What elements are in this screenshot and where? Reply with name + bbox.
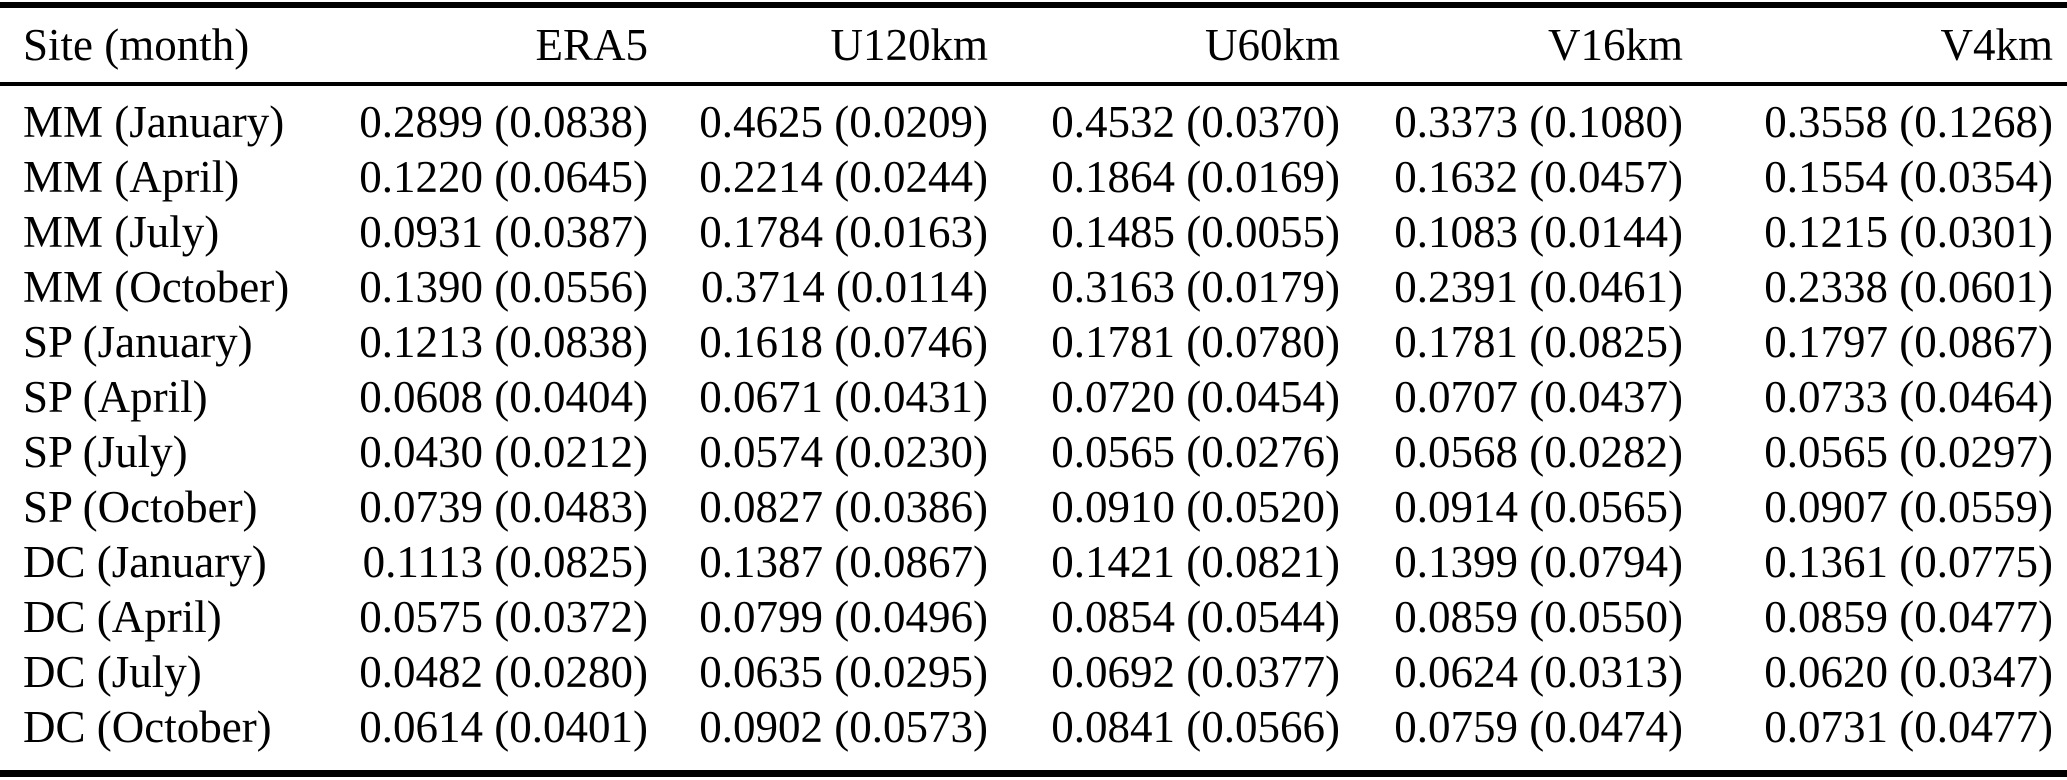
table-row: SP (July) 0.0430 (0.0212) 0.0574 (0.0230) 0… — [0, 424, 2067, 479]
table-cell: 0.0575 (0.0372) — [359, 591, 648, 642]
table-row: DC (January) 0.1113 (0.0825) 0.1387 (0.086… — [0, 534, 2067, 589]
table-cell: 0.2338 (0.0601) — [1764, 261, 2053, 312]
table-cell: 0.3163 (0.0179) — [1051, 261, 1340, 312]
table-cell: 0.1784 (0.0163) — [699, 206, 988, 257]
row-label: MM (July) — [23, 206, 220, 257]
table-row: MM (April) 0.1220 (0.0645) 0.2214 (0.0244)… — [0, 149, 2067, 204]
table-cell: 0.0854 (0.0544) — [1051, 591, 1340, 642]
table-cell: 0.0859 (0.0477) — [1764, 591, 2053, 642]
table-cell: 0.1213 (0.0838) — [359, 316, 648, 367]
table-cell: 0.1083 (0.0144) — [1394, 206, 1683, 257]
table-cell: 0.1797 (0.0867) — [1764, 316, 2053, 367]
table-cell: 0.0914 (0.0565) — [1394, 481, 1683, 532]
row-label: MM (October) — [23, 261, 290, 312]
column-header-v16km: V16km — [1340, 5, 1683, 86]
table-cell: 0.0799 (0.0496) — [699, 591, 988, 642]
table-cell: 0.3558 (0.1268) — [1764, 96, 2053, 147]
table-cell: 0.0671 (0.0431) — [699, 371, 988, 422]
table-cell: 0.1632 (0.0457) — [1394, 151, 1683, 202]
table-cell: 0.0827 (0.0386) — [699, 481, 988, 532]
table-cell: 0.0574 (0.0230) — [699, 426, 988, 477]
table-body: MM (January) 0.2899 (0.0838) 0.4625 (0.020… — [0, 84, 2067, 774]
row-label: SP (January) — [23, 316, 253, 367]
table-cell: 0.4532 (0.0370) — [1051, 96, 1340, 147]
row-label: SP (April) — [23, 371, 208, 422]
table-cell: 0.3373 (0.1080) — [1394, 96, 1683, 147]
table-cell: 0.1781 (0.0780) — [1051, 316, 1340, 367]
table-cell: 0.0568 (0.0282) — [1394, 426, 1683, 477]
table-cell: 0.1485 (0.0055) — [1051, 206, 1340, 257]
table-row: DC (October) 0.0614 (0.0401) 0.0902 (0.057… — [0, 699, 2067, 774]
table-cell: 0.0608 (0.0404) — [359, 371, 648, 422]
table-cell: 0.0635 (0.0295) — [699, 646, 988, 697]
column-header-site-month: Site (month) — [0, 5, 330, 86]
table-cell: 0.1781 (0.0825) — [1394, 316, 1683, 367]
table-row: SP (January) 0.1213 (0.0838) 0.1618 (0.074… — [0, 314, 2067, 369]
table-row: DC (July) 0.0482 (0.0280) 0.0635 (0.0295) 0… — [0, 644, 2067, 699]
table-cell: 0.1864 (0.0169) — [1051, 151, 1340, 202]
table-cell: 0.1421 (0.0821) — [1051, 536, 1340, 587]
table-cell: 0.0910 (0.0520) — [1051, 481, 1340, 532]
row-label: MM (April) — [23, 151, 240, 202]
table-cell: 0.0733 (0.0464) — [1764, 371, 2053, 422]
table-cell: 0.1390 (0.0556) — [359, 261, 648, 312]
table-cell: 0.1113 (0.0825) — [362, 536, 648, 587]
table-row: MM (January) 0.2899 (0.0838) 0.4625 (0.020… — [0, 84, 2067, 149]
table-cell: 0.0720 (0.0454) — [1051, 371, 1340, 422]
row-label: SP (July) — [23, 426, 188, 477]
column-header-u60km: U60km — [988, 5, 1340, 86]
table-cell: 0.0692 (0.0377) — [1051, 646, 1340, 697]
table-cell: 0.1215 (0.0301) — [1764, 206, 2053, 257]
column-header-u120km: U120km — [648, 5, 988, 86]
row-label: DC (July) — [23, 646, 202, 697]
table-cell: 0.3714 (0.0114) — [700, 261, 988, 312]
header-row: Site (month) ERA5 U120km U60km V16km V4k… — [0, 5, 2067, 86]
table-row: SP (October) 0.0739 (0.0483) 0.0827 (0.038… — [0, 479, 2067, 534]
table-row: MM (July) 0.0931 (0.0387) 0.1784 (0.0163) 0… — [0, 204, 2067, 259]
row-label: DC (October) — [23, 701, 272, 752]
table-cell: 0.1554 (0.0354) — [1764, 151, 2053, 202]
table-cell: 0.0565 (0.0276) — [1051, 426, 1340, 477]
column-header-era5: ERA5 — [330, 5, 648, 86]
table-header: Site (month) ERA5 U120km U60km V16km V4k… — [0, 5, 2067, 86]
row-label: DC (January) — [23, 536, 267, 587]
table-cell: 0.1220 (0.0645) — [359, 151, 648, 202]
table-cell: 0.2214 (0.0244) — [699, 151, 988, 202]
table-cell: 0.0430 (0.0212) — [359, 426, 648, 477]
table-cell: 0.0624 (0.0313) — [1394, 646, 1683, 697]
table-cell: 0.0841 (0.0566) — [1051, 701, 1340, 752]
table-cell: 0.0707 (0.0437) — [1394, 371, 1683, 422]
table-cell: 0.1618 (0.0746) — [699, 316, 988, 367]
table-cell: 0.0565 (0.0297) — [1764, 426, 2053, 477]
row-label: SP (October) — [23, 481, 258, 532]
table-cell: 0.0731 (0.0477) — [1764, 701, 2053, 752]
table-cell: 0.0614 (0.0401) — [359, 701, 648, 752]
column-header-v4km: V4km — [1683, 5, 2067, 86]
table-cell: 0.0620 (0.0347) — [1764, 646, 2053, 697]
table-cell: 0.4625 (0.0209) — [699, 96, 988, 147]
table-cell: 0.0739 (0.0483) — [359, 481, 648, 532]
table-cell: 0.2391 (0.0461) — [1394, 261, 1683, 312]
table-row: DC (April) 0.0575 (0.0372) 0.0799 (0.0496)… — [0, 589, 2067, 644]
table-cell: 0.2899 (0.0838) — [359, 96, 648, 147]
table-cell: 0.0859 (0.0550) — [1394, 591, 1683, 642]
table-cell: 0.0759 (0.0474) — [1394, 701, 1683, 752]
table-row: SP (April) 0.0608 (0.0404) 0.0671 (0.0431)… — [0, 369, 2067, 424]
table-cell: 0.0907 (0.0559) — [1764, 481, 2053, 532]
table-cell: 0.1361 (0.0775) — [1764, 536, 2053, 587]
table-cell: 0.1387 (0.0867) — [699, 536, 988, 587]
row-label: MM (January) — [23, 96, 285, 147]
table-cell: 0.1399 (0.0794) — [1394, 536, 1683, 587]
table-cell: 0.0482 (0.0280) — [359, 646, 648, 697]
row-label: DC (April) — [23, 591, 222, 642]
table-row: MM (October) 0.1390 (0.0556) 0.3714 (0.011… — [0, 259, 2067, 314]
table-cell: 0.0902 (0.0573) — [699, 701, 988, 752]
table-cell: 0.0931 (0.0387) — [359, 206, 648, 257]
